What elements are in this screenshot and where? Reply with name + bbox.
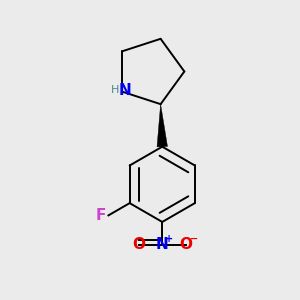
Text: H: H <box>111 85 119 95</box>
Text: N: N <box>119 82 132 98</box>
Text: N: N <box>156 237 169 252</box>
Text: −: − <box>190 234 198 244</box>
Text: O: O <box>179 237 192 252</box>
Text: O: O <box>132 237 145 252</box>
Text: F: F <box>95 208 106 223</box>
Polygon shape <box>157 104 167 147</box>
Text: +: + <box>165 234 173 244</box>
